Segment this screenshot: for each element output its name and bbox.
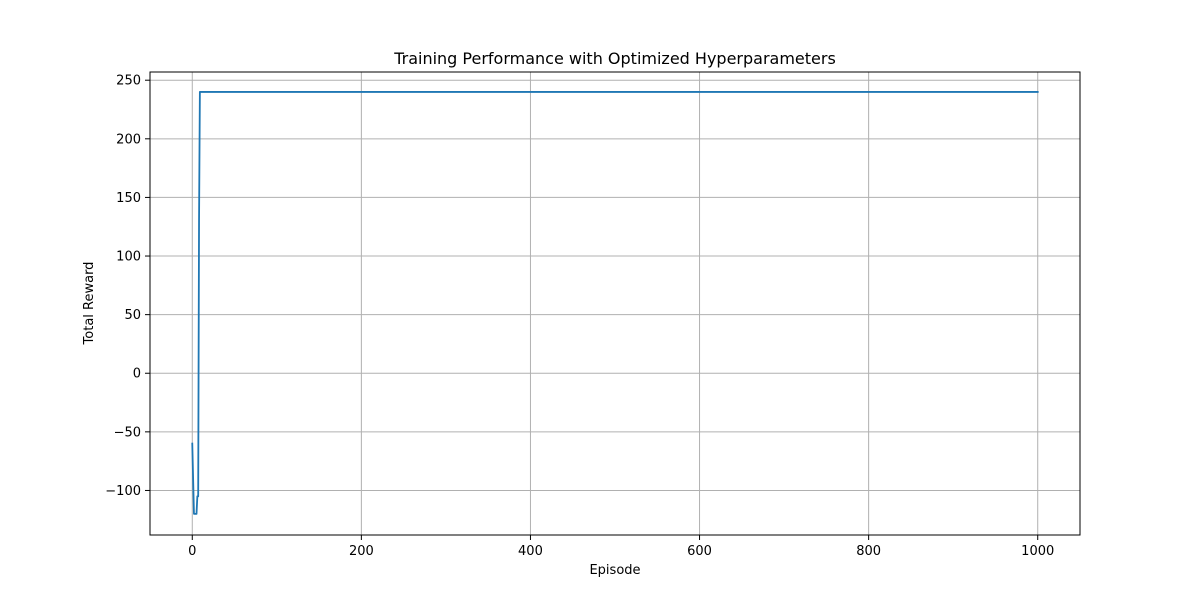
x-tick-label-3: 600 (687, 544, 712, 559)
series-layer (191, 91, 1039, 515)
y-tick-label-7: 250 (116, 74, 141, 89)
x-tick-label-1: 200 (349, 544, 374, 559)
x-tick-label-4: 800 (856, 544, 881, 559)
y-tick-label-5: 150 (116, 191, 141, 206)
chart-title: Training Performance with Optimized Hype… (393, 49, 836, 68)
x-tick-label-0: 0 (188, 544, 196, 559)
y-axis-label: Total Reward (82, 262, 97, 346)
x-tick-label-5: 1000 (1021, 544, 1054, 559)
y-tick-label-6: 200 (116, 132, 141, 147)
grid-lines (150, 72, 1080, 535)
y-tick-label-4: 100 (116, 250, 141, 265)
y-tick-label-1: −50 (114, 425, 141, 440)
series-line-0 (191, 91, 1039, 515)
y-tick-label-3: 50 (124, 308, 141, 323)
x-tick-label-2: 400 (518, 544, 543, 559)
y-tick-label-2: 0 (133, 367, 141, 382)
y-tick-label-0: −100 (105, 484, 141, 499)
plot-frame (149, 71, 1081, 536)
axis-ticks: 0 200 400 600 800 1000 −100 −50 0 50 100 150 200 250 (105, 74, 1054, 559)
x-axis-label: Episode (589, 563, 640, 578)
